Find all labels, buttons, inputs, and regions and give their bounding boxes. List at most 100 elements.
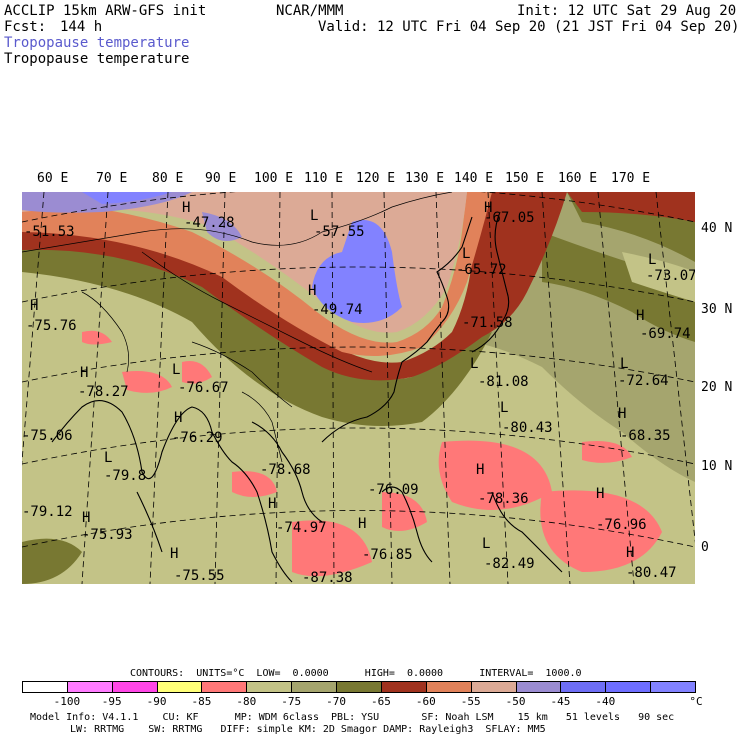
lon-label: 70 E (96, 171, 128, 186)
colorbar-tick-label: -45 (550, 695, 571, 708)
extremum-value: -79.8 (104, 468, 146, 484)
extremum-value: -79.12 (22, 504, 73, 520)
lon-label: 160 E (558, 171, 598, 186)
high-marker: H (596, 486, 604, 502)
colorbar-tick-label: -95 (101, 695, 122, 708)
high-marker: H (30, 298, 38, 314)
lon-label: 170 E (611, 171, 651, 186)
colorbar-tick-label: -75 (281, 695, 302, 708)
field-redbrown-ne (567, 192, 695, 222)
extremum-value: -82.49 (484, 556, 535, 572)
high-marker: H (170, 546, 178, 562)
tropopause-temperature-map: -51.53 H -47.28 L -57.55 H -67.05 H -49.74 L -65.7… (22, 192, 695, 584)
extremum-value: -76.29 (172, 430, 223, 446)
colorbar-swatch (425, 681, 472, 693)
lat-label: 20 N (701, 380, 733, 395)
colorbar-swatch (470, 681, 517, 693)
low-marker: L (482, 536, 490, 552)
colorbar-swatch (22, 681, 68, 693)
extremum-value: -73.07 (646, 268, 695, 284)
lon-label: 140 E (454, 171, 494, 186)
extremum-value: -75.55 (174, 568, 225, 584)
colorbar-tick-label: -40 (595, 695, 616, 708)
lon-label: 110 E (304, 171, 344, 186)
high-marker: H (636, 308, 644, 324)
low-marker: L (620, 356, 628, 372)
borders (22, 192, 453, 463)
low-marker: L (462, 246, 470, 262)
lat-label: 40 N (701, 221, 733, 236)
low-marker: L (310, 208, 318, 224)
lon-label: 100 E (254, 171, 294, 186)
extremum-value: -47.28 (184, 215, 235, 231)
forecast-hour: 144 h (60, 19, 103, 35)
colorbar-swatch (156, 681, 203, 693)
low-marker: L (470, 356, 478, 372)
low-marker: L (104, 450, 112, 466)
lat-label: 0 (701, 540, 709, 555)
organization: NCAR/MMM (276, 3, 344, 19)
extremum-value: -87.38 (302, 570, 353, 584)
colorbar-tick-label: -60 (415, 695, 436, 708)
extremum-value: -76.67 (178, 380, 229, 396)
colorbar-tick-label: -85 (191, 695, 212, 708)
high-marker: H (174, 410, 182, 426)
extremum-value: -67.05 (484, 210, 535, 226)
map-canvas: -51.53H-47.28 L-57.55H-67.05H-49.74L-65.7… (22, 192, 695, 584)
colorbar-swatch (605, 681, 652, 693)
colorbar-unit: °C (689, 695, 703, 708)
lon-label: 80 E (152, 171, 184, 186)
colorbar-swatch (560, 681, 607, 693)
extremum-value: -51.53 (24, 224, 75, 240)
lon-label: 60 E (37, 171, 69, 186)
valid-time: Valid: 12 UTC Fri 04 Sep 20 (21 JST Fri … (318, 19, 740, 35)
extremum-value: -65.72 (456, 262, 507, 278)
lon-label: 120 E (356, 171, 396, 186)
lat-label: 10 N (701, 459, 733, 474)
extremum-value: -78.68 (260, 462, 311, 478)
field-orange-band (22, 192, 492, 356)
colorbar-swatch (201, 681, 248, 693)
colorbar-swatch (291, 681, 338, 693)
extremum-value: -80.47 (626, 565, 677, 581)
extremum-value: -57.55 (314, 224, 365, 240)
colorbar-tick-label: -80 (236, 695, 257, 708)
high-marker: H (268, 496, 276, 512)
model-title: ACCLIP 15km ARW-GFS init (4, 3, 207, 19)
extremum-value: -81.08 (478, 374, 529, 390)
extremum-value: -80.43 (502, 420, 553, 436)
extremum-value: -72.64 (618, 373, 669, 389)
contour-info: CONTOURS: UNITS=°C LOW= 0.0000 HIGH= 0.0… (130, 668, 582, 679)
high-marker: H (182, 200, 190, 216)
init-time: Init: 12 UTC Sat 29 Aug 20 (517, 3, 737, 19)
colorbar-tick-label: -55 (460, 695, 481, 708)
field-blue-center (312, 220, 402, 323)
extremum-value: -78.27 (78, 384, 129, 400)
field-lavender-tibet (202, 212, 242, 241)
high-marker: H (82, 510, 90, 526)
extremum-value: -76.09 (368, 482, 419, 498)
shaded-field-name: Tropopause temperature (4, 35, 190, 51)
high-marker: H (308, 283, 316, 299)
lon-label: 90 E (205, 171, 237, 186)
colorbar-tick-label: -100 (53, 695, 81, 708)
colorbar-swatch (336, 681, 382, 693)
extrema-labels: -51.53H-47.28 L-57.55H-67.05H-49.74L-65.7… (22, 200, 695, 584)
graticule (22, 192, 695, 584)
high-marker: H (618, 406, 626, 422)
extremum-value: -68.35 (620, 428, 671, 444)
lon-label: 150 E (505, 171, 545, 186)
extremum-value: -75.93 (82, 527, 133, 543)
high-marker: H (626, 545, 634, 561)
lon-label: 130 E (405, 171, 445, 186)
high-marker: H (484, 200, 492, 216)
field-blue-nw (82, 192, 172, 204)
extremum-value: -49.74 (312, 302, 363, 318)
extremum-value: -71.58 (462, 315, 513, 331)
colorbar-swatch (515, 681, 562, 693)
low-marker: L (648, 252, 656, 268)
colorbar-tick-label: -65 (370, 695, 391, 708)
forecast-label: Fcst: (4, 19, 47, 35)
extremum-value: -69.74 (640, 326, 691, 342)
colorbar-swatch (111, 681, 158, 693)
